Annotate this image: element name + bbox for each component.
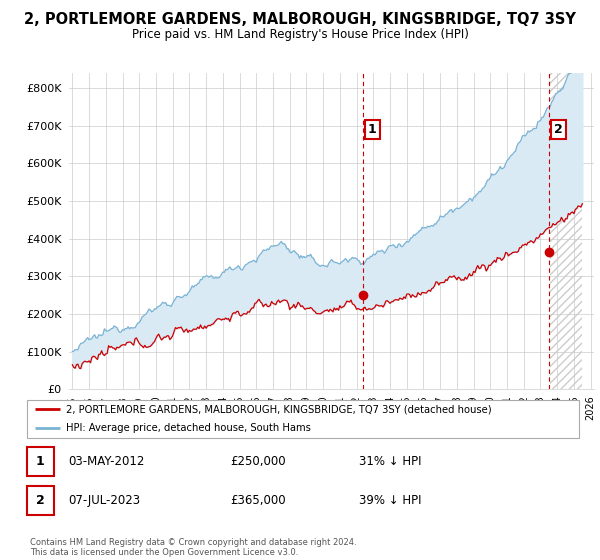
Text: 31% ↓ HPI: 31% ↓ HPI (359, 455, 421, 468)
Text: 03-MAY-2012: 03-MAY-2012 (68, 455, 145, 468)
Text: HPI: Average price, detached house, South Hams: HPI: Average price, detached house, Sout… (66, 423, 311, 433)
Text: 07-JUL-2023: 07-JUL-2023 (68, 494, 141, 507)
Text: 1: 1 (36, 455, 44, 468)
Text: Contains HM Land Registry data © Crown copyright and database right 2024.
This d: Contains HM Land Registry data © Crown c… (30, 538, 356, 557)
FancyBboxPatch shape (27, 486, 53, 515)
Text: Price paid vs. HM Land Registry's House Price Index (HPI): Price paid vs. HM Land Registry's House … (131, 28, 469, 41)
Text: 2: 2 (36, 494, 44, 507)
FancyBboxPatch shape (27, 447, 53, 476)
FancyBboxPatch shape (27, 400, 579, 437)
Text: 39% ↓ HPI: 39% ↓ HPI (359, 494, 421, 507)
Text: 1: 1 (368, 123, 377, 136)
Text: £250,000: £250,000 (230, 455, 286, 468)
Text: 2, PORTLEMORE GARDENS, MALBOROUGH, KINGSBRIDGE, TQ7 3SY (detached house): 2, PORTLEMORE GARDENS, MALBOROUGH, KINGS… (66, 404, 491, 414)
Text: 2: 2 (554, 123, 563, 136)
Text: 2, PORTLEMORE GARDENS, MALBOROUGH, KINGSBRIDGE, TQ7 3SY: 2, PORTLEMORE GARDENS, MALBOROUGH, KINGS… (24, 12, 576, 27)
Text: £365,000: £365,000 (230, 494, 286, 507)
